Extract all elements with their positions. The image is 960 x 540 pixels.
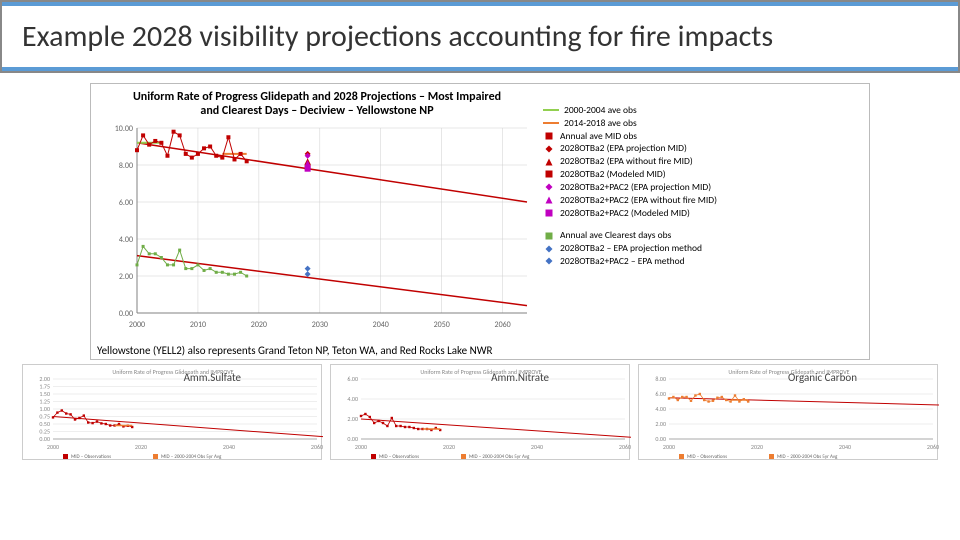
svg-text:2.00: 2.00 [655, 420, 666, 428]
svg-text:0.25: 0.25 [39, 427, 50, 435]
legend-label: 2028OTBa2+PAC2 (Modeled MID) [560, 207, 690, 220]
subchart-organic: Organic Carbon Uniform Rate of Progress … [638, 364, 938, 460]
svg-text:MID – Observations: MID – Observations [379, 454, 419, 460]
legend-label: 2028OTBa2 (EPA projection MID) [560, 142, 687, 155]
legend-item: 2014-2018 ave obs [543, 117, 717, 130]
svg-text:1.75: 1.75 [39, 382, 50, 390]
subchart-svg: Uniform Rate of Progress Glidepath and I… [331, 365, 631, 461]
svg-text:8.00: 8.00 [655, 375, 666, 383]
svg-text:2000: 2000 [663, 443, 675, 451]
svg-text:8.00: 8.00 [119, 161, 133, 171]
main-chart-container: Uniform Rate of Progress Glidepath and 2… [90, 83, 870, 360]
svg-text:2020: 2020 [135, 443, 147, 451]
svg-text:2000: 2000 [129, 320, 145, 330]
legend-label: Annual ave Clearest days obs [560, 229, 671, 242]
legend-item: 2028OTBa2 (EPA without fire MID) [543, 155, 717, 168]
legend-item: 2028OTBa2+PAC2 – EPA method [543, 255, 717, 268]
subchart-label: Amm.Nitrate [491, 371, 549, 384]
legend-item: 2028OTBa2+PAC2 (EPA without fire MID) [543, 194, 717, 207]
svg-text:2060: 2060 [927, 443, 939, 451]
svg-text:2040: 2040 [531, 443, 543, 451]
subchart-svg: Uniform Rate of Progress Glidepath and I… [23, 365, 323, 461]
main-chart: 0.00 2.00 4.00 6.00 8.00 10.00 2000 2010 2020 203… [97, 123, 537, 333]
legend-label: 2028OTBa2 – EPA projection method [560, 242, 702, 255]
page-title: Example 2028 visibility projections acco… [2, 6, 958, 67]
subchart-nitrate: Amm.Nitrate Uniform Rate of Progress Gli… [330, 364, 630, 460]
svg-text:0.50: 0.50 [39, 420, 50, 428]
legend-label: 2000-2004 ave obs [564, 104, 637, 117]
legend-item: 2028OTBa2+PAC2 (EPA projection MID) [543, 181, 717, 194]
svg-text:0.00: 0.00 [39, 435, 50, 443]
svg-text:2020: 2020 [443, 443, 455, 451]
main-chart-title: Uniform Rate of Progress Glidepath and 2… [97, 90, 537, 123]
svg-text:2040: 2040 [223, 443, 235, 451]
subchart-label: Organic Carbon [788, 371, 857, 384]
svg-text:2060: 2060 [619, 443, 631, 451]
subchart-row: Amm.Sulfate Uniform Rate of Progress Gli… [18, 364, 942, 460]
title-bar: Example 2028 visibility projections acco… [0, 0, 960, 73]
svg-text:MID – Observations: MID – Observations [687, 454, 727, 460]
legend-label: 2028OTBa2+PAC2 (EPA projection MID) [560, 181, 711, 194]
svg-text:2060: 2060 [311, 443, 323, 451]
svg-text:MID – Observations: MID – Observations [71, 454, 111, 460]
svg-text:2020: 2020 [751, 443, 763, 451]
svg-text:0.75: 0.75 [39, 412, 50, 420]
legend-label: 2028OTBa2 (EPA without fire MID) [560, 155, 693, 168]
svg-text:MID – 2000-2004 Obs 5yr Avg: MID – 2000-2004 Obs 5yr Avg [161, 454, 222, 460]
svg-text:2.00: 2.00 [347, 415, 358, 423]
svg-text:10.00: 10.00 [115, 124, 133, 134]
svg-text:2040: 2040 [839, 443, 851, 451]
legend-item: 2000-2004 ave obs [543, 104, 717, 117]
svg-text:MID – 2000-2004 Obs 5yr Avg: MID – 2000-2004 Obs 5yr Avg [777, 454, 838, 460]
legend-item: 2028OTBa2 (EPA projection MID) [543, 142, 717, 155]
svg-text:6.00: 6.00 [347, 375, 358, 383]
footnote: Yellowstone (YELL2) also represents Gran… [97, 338, 863, 357]
legend-label: Annual ave MID obs [560, 130, 637, 143]
svg-text:MID – 2000-2004 Obs 5yr Avg: MID – 2000-2004 Obs 5yr Avg [469, 454, 530, 460]
legend-label: 2014-2018 ave obs [564, 117, 637, 130]
svg-text:1.50: 1.50 [39, 390, 50, 398]
legend-item: Annual ave MID obs [543, 130, 717, 143]
svg-text:2030: 2030 [312, 320, 328, 330]
svg-text:0.00: 0.00 [655, 435, 666, 443]
svg-text:6.00: 6.00 [655, 390, 666, 398]
svg-text:0.00: 0.00 [119, 309, 133, 319]
svg-text:6.00: 6.00 [119, 198, 133, 208]
legend-label: 2028OTBa2+PAC2 – EPA method [560, 255, 685, 268]
legend-label: 2028OTBa2 (Modeled MID) [560, 168, 666, 181]
svg-text:4.00: 4.00 [347, 395, 358, 403]
subchart-label: Amm.Sulfate [184, 371, 241, 384]
legend-item: 2028OTBa2 – EPA projection method [543, 242, 717, 255]
svg-text:2010: 2010 [190, 320, 206, 330]
svg-text:1.00: 1.00 [39, 405, 50, 413]
svg-text:2060: 2060 [495, 320, 511, 330]
svg-text:2040: 2040 [373, 320, 389, 330]
svg-text:2.00: 2.00 [119, 272, 133, 282]
legend-item: 2028OTBa2+PAC2 (Modeled MID) [543, 207, 717, 220]
svg-text:0.00: 0.00 [347, 435, 358, 443]
svg-text:1.25: 1.25 [39, 397, 50, 405]
legend-item: Annual ave Clearest days obs [543, 229, 717, 242]
svg-text:2.00: 2.00 [39, 375, 50, 383]
svg-text:2000: 2000 [47, 443, 59, 451]
svg-text:4.00: 4.00 [655, 405, 666, 413]
svg-text:2020: 2020 [251, 320, 267, 330]
legend-item: 2028OTBa2 (Modeled MID) [543, 168, 717, 181]
svg-text:2050: 2050 [434, 320, 450, 330]
svg-text:4.00: 4.00 [119, 235, 133, 245]
subchart-sulfate: Amm.Sulfate Uniform Rate of Progress Gli… [22, 364, 322, 460]
legend-label: 2028OTBa2+PAC2 (EPA without fire MID) [560, 194, 717, 207]
svg-text:2000: 2000 [355, 443, 367, 451]
main-legend: 2000-2004 ave obs2014-2018 ave obsAnnual… [537, 90, 717, 338]
